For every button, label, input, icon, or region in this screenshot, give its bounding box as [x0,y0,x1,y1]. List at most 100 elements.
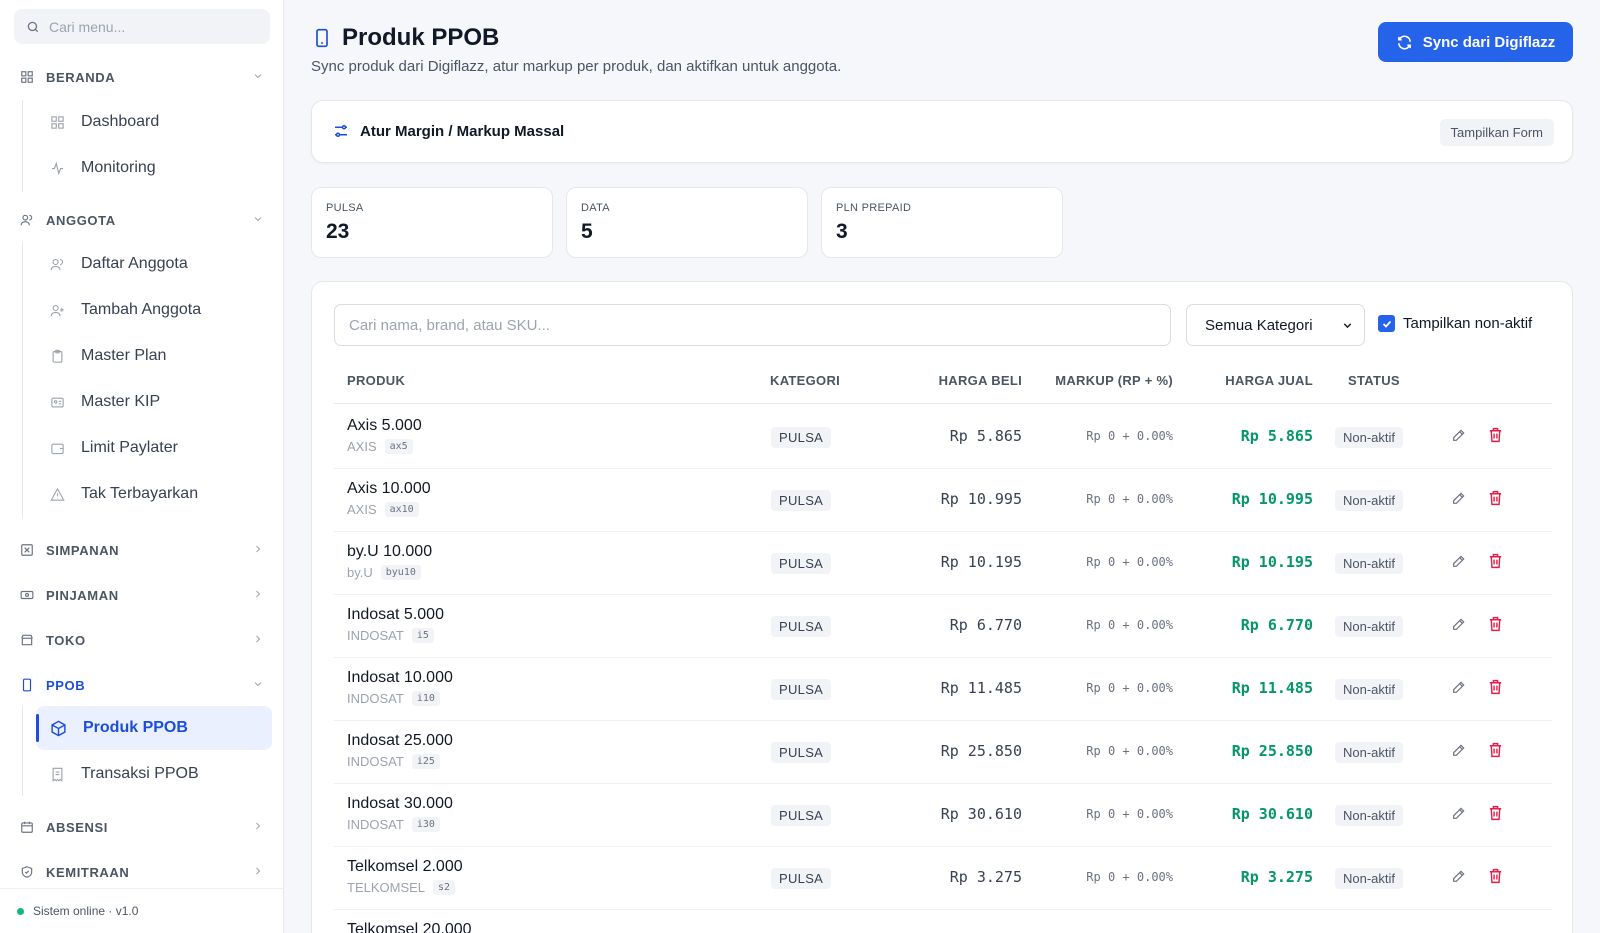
sell-price: Rp 25.850 [1231,742,1313,760]
sidebar-item-limit-paylater[interactable]: Limit Paylater [36,426,272,470]
sidebar-search-input[interactable]: Cari menu... [14,9,270,44]
col-header-produk: PRODUK [347,373,406,388]
delete-button[interactable] [1487,804,1504,827]
section-label: PPOB [46,677,86,693]
section-beranda[interactable]: BERANDA [20,66,264,88]
product-sku: s2 [433,880,456,895]
sidebar-item-produk-ppob[interactable]: Produk PPOB [36,706,272,750]
edit-button[interactable] [1451,553,1467,574]
table-row: Indosat 30.000 INDOSAT i30 PULSA Rp 30.610 Rp… [334,783,1552,847]
section-label: BERANDA [46,69,116,85]
sidebar-item-tak-terbayarkan[interactable]: Tak Terbayarkan [36,472,272,516]
pencil-icon [1451,429,1467,447]
delete-button[interactable] [1487,489,1504,512]
markup-value: Rp 0 + 0.00% [1086,744,1173,758]
stat-value: 23 [326,220,350,243]
show-form-button[interactable]: Tampilkan Form [1439,119,1554,146]
markup-value: Rp 0 + 0.00% [1086,429,1173,443]
sidebar-item-label: Master Plan [81,347,167,364]
product-brand-row: INDOSAT i5 [347,628,434,643]
category-select-value: Semua Kategori [1205,316,1313,334]
smartphone-icon [22,678,32,692]
delete-button[interactable] [1487,615,1504,638]
sidebar-item-label: Transaksi PPOB [81,765,199,782]
buy-price: Rp 3.275 [949,868,1022,886]
category-badge: PULSA [771,742,832,763]
section-pinjaman[interactable]: PINJAMAN [20,584,264,606]
trash-icon [1487,616,1504,637]
delete-button[interactable] [1487,741,1504,764]
section-label: PINJAMAN [46,587,119,603]
category-badge: PULSA [771,679,832,700]
trash-icon [1487,553,1504,574]
sidebar-item-dashboard[interactable]: Dashboard [36,100,272,144]
show-inactive-checkbox[interactable] [1378,315,1395,332]
sync-button[interactable]: Sync dari Digiflazz [1378,22,1573,62]
buy-price: Rp 30.610 [940,805,1022,823]
status-badge: Non-aktif [1335,427,1404,448]
delete-button[interactable] [1487,426,1504,449]
section-ppob[interactable]: PPOB [20,674,264,696]
products-table-card: Cari nama, brand, atau SKU... Semua Kate… [311,281,1573,933]
status-badge: Non-aktif [1335,490,1404,511]
edit-button[interactable] [1451,679,1467,700]
id-card-icon [51,397,64,407]
table-row: Telkomsel 20.000 [334,909,1552,933]
delete-button[interactable] [1487,552,1504,575]
section-kemitraan[interactable]: KEMITRAAN [20,861,264,883]
status-badge: Non-aktif [1335,553,1404,574]
edit-button[interactable] [1451,427,1467,448]
sidebar-item-monitoring[interactable]: Monitoring [36,146,272,190]
chevron-right-icon [256,867,261,875]
chevron-right-icon [256,545,261,553]
product-brand: AXIS [347,502,377,517]
delete-button[interactable] [1487,678,1504,701]
sync-button-label: Sync dari Digiflazz [1422,33,1556,51]
show-inactive-toggle[interactable]: Tampilkan non-aktif [1378,315,1532,332]
edit-button[interactable] [1451,490,1467,511]
sidebar-item-master-kip[interactable]: Master KIP [36,380,272,424]
category-badge: PULSA [771,805,832,826]
table-row: Axis 5.000 AXIS ax5 PULSA Rp 5.865 Rp 0 + 0.0… [334,405,1552,469]
page-header: Produk PPOB [312,24,499,52]
buy-price: Rp 25.850 [940,742,1022,760]
sidebar-item-master-plan[interactable]: Master Plan [36,334,272,378]
edit-button[interactable] [1451,805,1467,826]
category-select[interactable]: Semua Kategori [1186,304,1365,346]
buy-price: Rp 6.770 [949,616,1022,634]
edit-button[interactable] [1451,742,1467,763]
sidebar-item-label: Produk PPOB [83,719,188,736]
product-brand: INDOSAT [347,754,404,769]
package-icon [51,720,66,736]
receipt-icon [52,767,63,782]
product-search-input[interactable]: Cari nama, brand, atau SKU... [334,304,1171,346]
stat-label: PULSA [326,202,364,214]
clipboard-icon [52,349,63,363]
delete-button[interactable] [1487,867,1504,890]
status-badge: Non-aktif [1335,805,1404,826]
sidebar-item-daftar-anggota[interactable]: Daftar Anggota [36,242,272,286]
sidebar: Cari menu... BERANDA Dashboard Monitorin… [0,0,284,933]
product-name: Telkomsel 2.000 [347,858,463,875]
check-icon [1382,320,1391,328]
section-anggota[interactable]: ANGGOTA [20,209,264,231]
pencil-icon [1451,807,1467,825]
product-brand: by.U [347,565,373,580]
sell-price: Rp 3.275 [1240,868,1313,886]
markup-value: Rp 0 + 0.00% [1086,492,1173,506]
calendar-icon [21,821,33,833]
edit-button[interactable] [1451,616,1467,637]
section-absensi[interactable]: ABSENSI [20,816,264,838]
sell-price: Rp 30.610 [1231,805,1313,823]
category-badge: PULSA [771,553,832,574]
wallet-icon [51,443,64,454]
product-brand: AXIS [347,439,377,454]
sidebar-item-tambah-anggota[interactable]: Tambah Anggota [36,288,272,332]
sidebar-item-label: Tak Terbayarkan [81,485,199,502]
section-toko[interactable]: TOKO [20,629,264,651]
edit-button[interactable] [1451,868,1467,889]
sidebar-item-transaksi-ppob[interactable]: Transaksi PPOB [36,752,272,796]
product-sku: ax5 [384,439,413,454]
section-simpanan[interactable]: SIMPANAN [20,539,264,561]
sell-price: Rp 10.195 [1231,553,1313,571]
